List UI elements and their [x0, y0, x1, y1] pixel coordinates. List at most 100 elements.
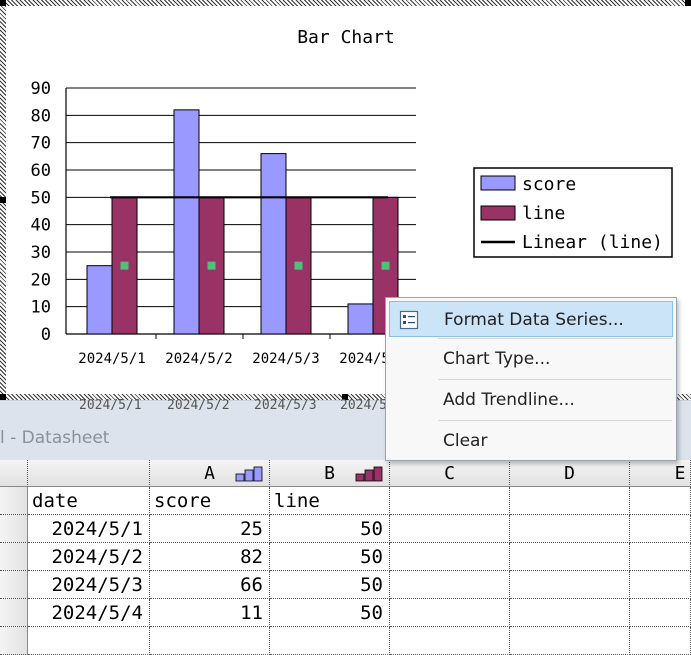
cell-date[interactable]: 2024/5/4	[28, 599, 150, 627]
selection-marker	[207, 261, 216, 270]
datasheet-title: l - Datasheet	[0, 428, 110, 448]
cell-line[interactable]: 50	[270, 543, 390, 571]
selection-marker	[381, 261, 390, 270]
cell[interactable]	[150, 627, 270, 655]
cell[interactable]	[390, 487, 510, 515]
format-data-series-icon	[399, 310, 419, 330]
menu-item-add-trendline[interactable]: Add Trendline...	[389, 382, 673, 418]
cell-line[interactable]: 50	[270, 599, 390, 627]
column-letter: C	[444, 463, 455, 484]
row-header[interactable]	[0, 599, 28, 627]
cell[interactable]	[510, 515, 630, 543]
bar-score[interactable]	[173, 109, 200, 335]
cell-line[interactable]: 50	[270, 571, 390, 599]
cell[interactable]	[510, 571, 630, 599]
row-header[interactable]	[0, 543, 28, 571]
cell[interactable]	[390, 599, 510, 627]
cell[interactable]	[390, 543, 510, 571]
context-menu[interactable]: Format Data Series... Chart Type... Add …	[385, 297, 677, 461]
x-tick-label: 2024/5/3	[252, 351, 319, 367]
resize-handle[interactable]	[0, 197, 6, 203]
menu-separator	[438, 338, 672, 339]
cell-score[interactable]: 66	[150, 571, 270, 599]
cell[interactable]	[510, 627, 630, 655]
bar-score[interactable]	[347, 303, 374, 335]
row-header[interactable]	[0, 515, 28, 543]
cell[interactable]	[270, 627, 390, 655]
cell-score[interactable]: 82	[150, 543, 270, 571]
selection-marker	[120, 261, 129, 270]
cell[interactable]	[630, 627, 691, 655]
column-header-c[interactable]: C	[390, 460, 510, 487]
cell-score[interactable]: 11	[150, 599, 270, 627]
column-letter: D	[564, 463, 575, 484]
y-tick-label: 50	[31, 188, 51, 208]
row-header[interactable]	[0, 571, 28, 599]
datasheet-grid[interactable]: A B C D E	[0, 460, 691, 655]
cell[interactable]	[630, 599, 691, 627]
cell-header-date[interactable]: date	[28, 487, 150, 515]
row-header[interactable]	[0, 627, 28, 655]
resize-handle[interactable]	[0, 0, 6, 6]
x-axis-ticks: 2024/5/1 2024/5/2 2024/5/3 2024/5/4	[78, 334, 418, 367]
cell-date[interactable]: 2024/5/1	[28, 515, 150, 543]
cell[interactable]	[630, 571, 691, 599]
cell-date[interactable]: 2024/5/3	[28, 571, 150, 599]
cell[interactable]	[630, 515, 691, 543]
y-tick-label: 20	[31, 270, 51, 290]
column-header-a[interactable]: A	[150, 460, 270, 487]
menu-item-format-data-series[interactable]: Format Data Series...	[389, 301, 673, 337]
cell-date[interactable]: 2024/5/2	[28, 543, 150, 571]
y-tick-label: 70	[31, 134, 51, 154]
column-header-e[interactable]: E	[630, 460, 691, 487]
menu-item-label: Add Trendline...	[443, 390, 575, 410]
bar-chart[interactable]: Bar Chart 0 10 20 30 40 50 60 70 80 90 2024/5/1 20…	[0, 0, 691, 400]
cell[interactable]	[390, 515, 510, 543]
cell[interactable]	[390, 571, 510, 599]
bar-score[interactable]	[86, 265, 113, 335]
column-header-b[interactable]: B	[270, 460, 390, 487]
row-header[interactable]	[0, 487, 28, 515]
resize-handle[interactable]	[342, 394, 348, 400]
corner-header[interactable]	[0, 460, 28, 487]
y-tick-label: 90	[31, 79, 51, 99]
cell[interactable]	[510, 543, 630, 571]
bars[interactable]	[86, 109, 399, 335]
resize-handle[interactable]	[0, 394, 6, 400]
hidden-axis-label: 2024/5/2	[167, 398, 230, 412]
chart-title: Bar Chart	[297, 27, 395, 48]
legend-swatch-score	[480, 175, 516, 191]
menu-item-label: Clear	[443, 431, 488, 451]
cell-line[interactable]: 50	[270, 515, 390, 543]
y-tick-label: 40	[31, 216, 51, 236]
hidden-axis-label: 2024/5/3	[254, 398, 317, 412]
legend-swatch-line	[480, 205, 516, 221]
datasheet-window[interactable]: 2024/5/1 2024/5/2 2024/5/3 2024/5/4 l - …	[0, 398, 691, 655]
menu-separator	[438, 420, 672, 421]
y-tick-label: 30	[31, 243, 51, 263]
resize-handle[interactable]	[685, 0, 691, 6]
x-tick-label: 2024/5/2	[165, 351, 232, 367]
chart-frame[interactable]: Bar Chart 0 10 20 30 40 50 60 70 80 90 2024/5/1 20…	[0, 0, 691, 400]
menu-item-label: Chart Type...	[443, 349, 551, 369]
column-header-blank[interactable]	[28, 460, 150, 487]
menu-item-chart-type[interactable]: Chart Type...	[389, 341, 673, 377]
selection-border-top	[0, 0, 691, 6]
column-header-d[interactable]: D	[510, 460, 630, 487]
cell[interactable]	[630, 543, 691, 571]
legend[interactable]: score line Linear (line)	[473, 167, 673, 258]
cell[interactable]	[390, 627, 510, 655]
cell[interactable]	[510, 487, 630, 515]
cell-header-line[interactable]: line	[270, 487, 390, 515]
cell[interactable]	[630, 487, 691, 515]
menu-item-clear[interactable]: Clear	[389, 423, 673, 459]
legend-label-line: line	[522, 203, 565, 224]
cell[interactable]	[28, 627, 150, 655]
bar-score[interactable]	[260, 153, 287, 335]
bar-series-icon	[355, 466, 383, 482]
legend-label-trendline: Linear (line)	[522, 232, 663, 253]
y-axis-ticks: 0 10 20 30 40 50 60 70 80 90	[31, 79, 51, 345]
cell-header-score[interactable]: score	[150, 487, 270, 515]
cell-score[interactable]: 25	[150, 515, 270, 543]
cell[interactable]	[510, 599, 630, 627]
